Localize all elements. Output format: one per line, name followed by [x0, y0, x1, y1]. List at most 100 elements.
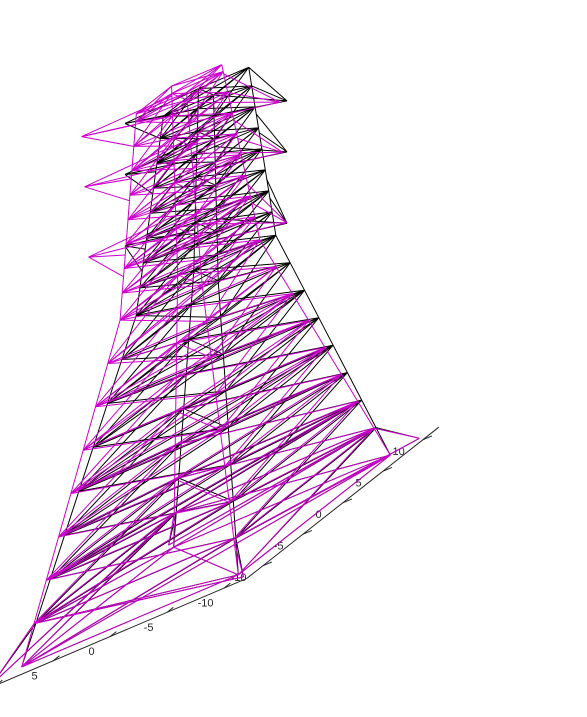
tower-member [373, 427, 391, 456]
tower-member [324, 347, 342, 375]
tower-member [82, 376, 177, 451]
tower-member [58, 493, 72, 538]
tower-member [214, 138, 216, 163]
tower-member [107, 319, 121, 364]
tower-member [190, 92, 229, 146]
tower-member [129, 145, 192, 196]
tower-member [107, 390, 226, 404]
tower-member [223, 73, 280, 103]
tower-member [210, 266, 277, 358]
tower-member [237, 454, 391, 576]
tower-member [50, 464, 232, 580]
tower-member [95, 393, 216, 408]
tower-member [173, 427, 375, 548]
tower-member [186, 100, 190, 123]
tower-member [357, 401, 375, 429]
tower-member [199, 195, 251, 261]
tower-member [171, 93, 173, 116]
tower-member [168, 427, 375, 546]
tower-member [217, 234, 277, 281]
tower-member [119, 249, 178, 321]
tower-member [122, 284, 203, 294]
tower-member [136, 315, 221, 318]
tower-member [177, 239, 260, 276]
tower-member [216, 231, 219, 255]
tower-member [201, 239, 261, 286]
tower-member [191, 151, 283, 154]
tower-member [194, 191, 197, 215]
tower-member [233, 437, 420, 540]
tower-member [173, 133, 237, 139]
tower-member [133, 145, 191, 147]
tower-member [107, 320, 207, 364]
tower-member [176, 308, 178, 343]
tower-member [35, 477, 180, 624]
tower-member [198, 222, 287, 246]
tower-member [176, 347, 326, 378]
tower-member [340, 374, 359, 402]
tower-member [195, 190, 269, 201]
tower-member [199, 216, 256, 261]
tower-member [45, 478, 176, 581]
tower-member [215, 293, 293, 395]
tower-member [121, 227, 177, 294]
tower-member [230, 399, 362, 465]
tower-member [78, 464, 231, 492]
tower-member [131, 146, 135, 171]
tower-series-0 [0, 66, 420, 678]
tower-member [215, 393, 221, 431]
tower-member [135, 234, 277, 316]
tower-member [221, 64, 224, 72]
tower-member [58, 429, 221, 538]
tower-member [82, 406, 96, 451]
tower-member [33, 538, 234, 625]
tower-member [177, 266, 277, 310]
tower-member [93, 390, 226, 448]
tower-member [146, 221, 196, 239]
tower-member [131, 145, 191, 172]
tower-member [45, 536, 60, 581]
tower-member [81, 124, 136, 138]
tower-member [192, 151, 283, 175]
tower-member [222, 354, 227, 391]
tower-member [70, 465, 225, 494]
tower-member [131, 112, 233, 172]
tower-member [240, 154, 247, 176]
tower-member [190, 270, 195, 305]
tower-member [177, 293, 293, 310]
tower-member [121, 316, 221, 360]
tower-member [175, 399, 362, 514]
tower-member [171, 71, 224, 87]
tower-member [196, 174, 247, 215]
tower-member [249, 195, 256, 217]
tower-member [173, 479, 176, 514]
tower-member [192, 168, 195, 192]
tower-member [271, 211, 277, 236]
tower-member [119, 284, 203, 321]
tower-member [92, 353, 224, 448]
y-tick [342, 498, 353, 504]
tower-member [33, 501, 230, 625]
tower-member [95, 293, 293, 408]
tower-member [33, 576, 244, 625]
tower-member [84, 145, 174, 188]
tower-member [82, 357, 212, 451]
tower-member [172, 71, 224, 117]
tower-member [133, 99, 188, 147]
tower-member [88, 256, 124, 278]
tower-member [178, 443, 182, 479]
tower-member [95, 321, 208, 408]
tower-member [122, 259, 201, 294]
tower-member [251, 85, 288, 102]
tower-member [230, 372, 348, 465]
y-tick-label: 5 [356, 478, 362, 490]
tower-member [21, 623, 35, 668]
tower-member [125, 227, 177, 245]
tower-member [254, 106, 259, 128]
tower-member [127, 154, 242, 221]
tower-member [49, 442, 182, 580]
tower-member [230, 464, 234, 502]
tower-member [174, 400, 358, 480]
tower-member [174, 410, 177, 446]
